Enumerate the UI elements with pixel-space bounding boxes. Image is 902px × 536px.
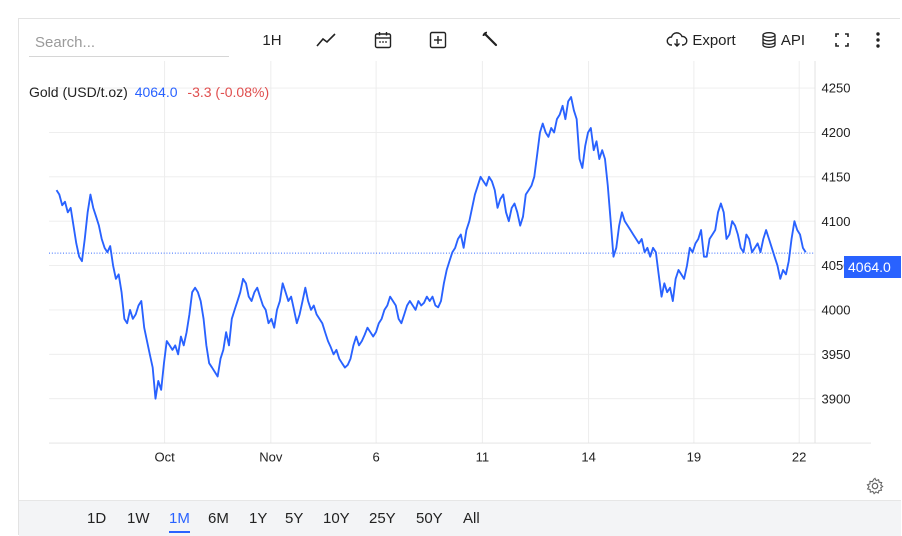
fullscreen-button[interactable]	[831, 27, 853, 53]
export-label: Export	[692, 31, 736, 49]
x-tick-label: 19	[687, 450, 702, 465]
range-1m[interactable]: 1M	[169, 510, 190, 533]
range-50y[interactable]: 50Y	[416, 510, 443, 527]
x-tick-label: 11	[476, 450, 490, 465]
chart-widget: 1H	[18, 18, 901, 536]
range-1w[interactable]: 1W	[127, 510, 150, 527]
y-tick-label: 3900	[822, 391, 851, 406]
x-tick-label: 14	[581, 450, 596, 465]
range-selector: 1D 1W 1M 6M 1Y 5Y 10Y 25Y 50Y All	[19, 500, 901, 536]
api-label: API	[780, 31, 806, 49]
range-5y[interactable]: 5Y	[285, 510, 304, 527]
add-indicator-button[interactable]	[426, 27, 450, 53]
range-6m[interactable]: 6M	[208, 510, 229, 527]
range-10y[interactable]: 10Y	[323, 510, 350, 527]
wrench-icon	[482, 31, 498, 47]
range-25y[interactable]: 25Y	[369, 510, 396, 527]
interval-label: 1H	[262, 31, 282, 49]
settings-tools-button[interactable]	[479, 27, 503, 53]
chart-legend: Gold (USD/t.oz) 4064.0 -3.3 (-0.08%)	[29, 84, 269, 100]
gear-icon[interactable]	[866, 477, 884, 495]
range-all[interactable]: All	[463, 510, 480, 527]
y-tick-label: 4100	[822, 214, 851, 229]
x-tick-label: Oct	[154, 450, 175, 465]
legend-symbol: Gold (USD/t.oz)	[29, 84, 128, 100]
more-options-button[interactable]	[869, 27, 887, 53]
y-tick-label: 4150	[822, 169, 851, 184]
chart-type-button[interactable]	[313, 27, 339, 53]
range-1y[interactable]: 1Y	[249, 510, 268, 527]
y-tick-label: 4250	[822, 81, 851, 96]
price-series-line	[55, 96, 807, 400]
y-tick-label: 4200	[822, 125, 851, 140]
export-button[interactable]: Export	[663, 27, 739, 53]
plus-box-icon	[429, 31, 447, 49]
calendar-icon	[374, 32, 392, 49]
fullscreen-icon	[835, 33, 849, 47]
y-tick-label: 3950	[822, 347, 851, 362]
interval-button[interactable]: 1H	[257, 27, 287, 53]
legend-price: 4064.0	[134, 84, 178, 100]
database-icon	[762, 32, 776, 48]
x-tick-label: 6	[373, 450, 380, 465]
cloud-download-icon	[666, 32, 688, 47]
line-chart-icon	[316, 33, 336, 47]
api-button[interactable]: API	[758, 27, 808, 53]
x-tick-label: 22	[792, 450, 807, 465]
range-1d[interactable]: 1D	[87, 510, 107, 527]
price-chart[interactable]: 3900 3950 4000 4050 4100 4150 4200 4250 Oct Nov 6 1…	[19, 61, 901, 471]
current-price-tag: 4064.0	[844, 256, 901, 279]
search-input[interactable]	[29, 29, 229, 57]
chart-toolbar: 1H	[19, 19, 901, 61]
more-vertical-icon	[876, 32, 880, 48]
x-tick-label: Nov	[259, 450, 283, 465]
y-tick-label: 4000	[822, 303, 851, 318]
y-tick-label: 4050	[822, 258, 851, 273]
date-range-button[interactable]	[371, 27, 395, 53]
legend-change: -3.3 (-0.08%)	[187, 84, 270, 100]
